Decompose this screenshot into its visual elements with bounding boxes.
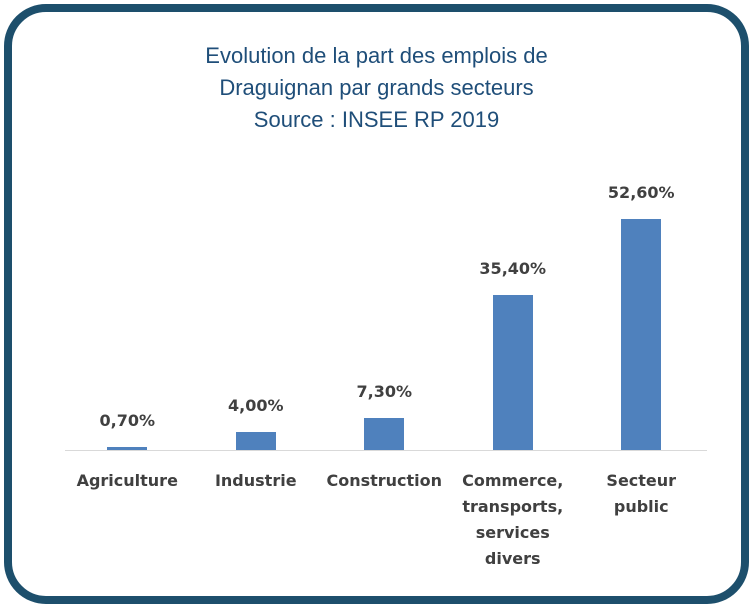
chart-title: Evolution de la part des emplois de Dragu… bbox=[0, 40, 753, 136]
x-tick-label: Commerce, transports, services divers bbox=[462, 471, 564, 568]
bar bbox=[621, 219, 662, 450]
value-label: 52,60% bbox=[607, 183, 675, 202]
title-line: Draguignan par grands secteurs bbox=[219, 75, 534, 100]
x-tick-label: Agriculture bbox=[76, 471, 178, 490]
x-tick-label: Secteur public bbox=[606, 471, 677, 516]
value-label: 4,00% bbox=[227, 396, 284, 416]
title-line: Evolution de la part des emplois de bbox=[205, 43, 548, 68]
title-line: Source : INSEE RP 2019 bbox=[253, 107, 500, 132]
x-tick-label: Construction bbox=[326, 471, 443, 490]
x-tick-label: Industrie bbox=[214, 471, 297, 490]
bar bbox=[107, 446, 148, 450]
value-label: 35,40% bbox=[479, 258, 547, 278]
bar bbox=[364, 417, 405, 450]
bar bbox=[235, 432, 276, 450]
value-label: 0,70% bbox=[99, 410, 155, 430]
value-label: 7,30% bbox=[356, 381, 412, 401]
bar bbox=[492, 294, 533, 450]
baseline bbox=[65, 450, 707, 451]
